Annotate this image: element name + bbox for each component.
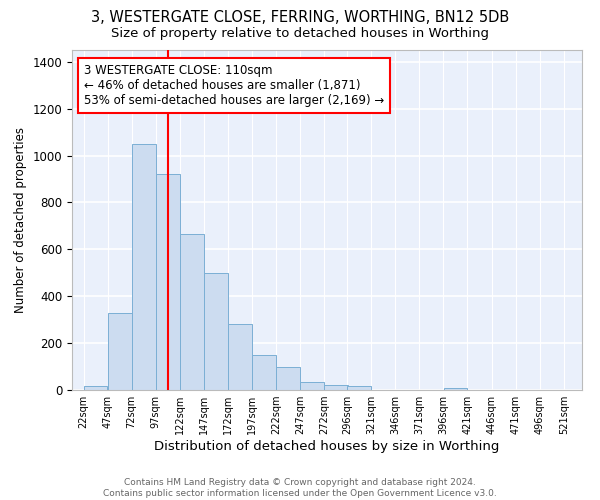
Bar bbox=[204, 273, 228, 390]
Text: 3 WESTERGATE CLOSE: 110sqm
← 46% of detached houses are smaller (1,871)
53% of s: 3 WESTERGATE CLOSE: 110sqm ← 46% of deta… bbox=[83, 64, 384, 107]
Bar bbox=[276, 366, 300, 390]
Bar bbox=[132, 144, 155, 390]
Bar bbox=[83, 386, 107, 390]
Bar bbox=[347, 386, 371, 390]
Text: Contains HM Land Registry data © Crown copyright and database right 2024.
Contai: Contains HM Land Registry data © Crown c… bbox=[103, 478, 497, 498]
Bar bbox=[252, 355, 276, 390]
Bar bbox=[443, 388, 467, 390]
X-axis label: Distribution of detached houses by size in Worthing: Distribution of detached houses by size … bbox=[154, 440, 500, 453]
Bar bbox=[300, 382, 324, 390]
Bar bbox=[228, 324, 252, 390]
Text: Size of property relative to detached houses in Worthing: Size of property relative to detached ho… bbox=[111, 28, 489, 40]
Bar bbox=[324, 386, 348, 390]
Bar bbox=[156, 174, 179, 390]
Bar bbox=[108, 312, 131, 390]
Text: 3, WESTERGATE CLOSE, FERRING, WORTHING, BN12 5DB: 3, WESTERGATE CLOSE, FERRING, WORTHING, … bbox=[91, 10, 509, 25]
Bar bbox=[180, 234, 203, 390]
Y-axis label: Number of detached properties: Number of detached properties bbox=[14, 127, 27, 313]
